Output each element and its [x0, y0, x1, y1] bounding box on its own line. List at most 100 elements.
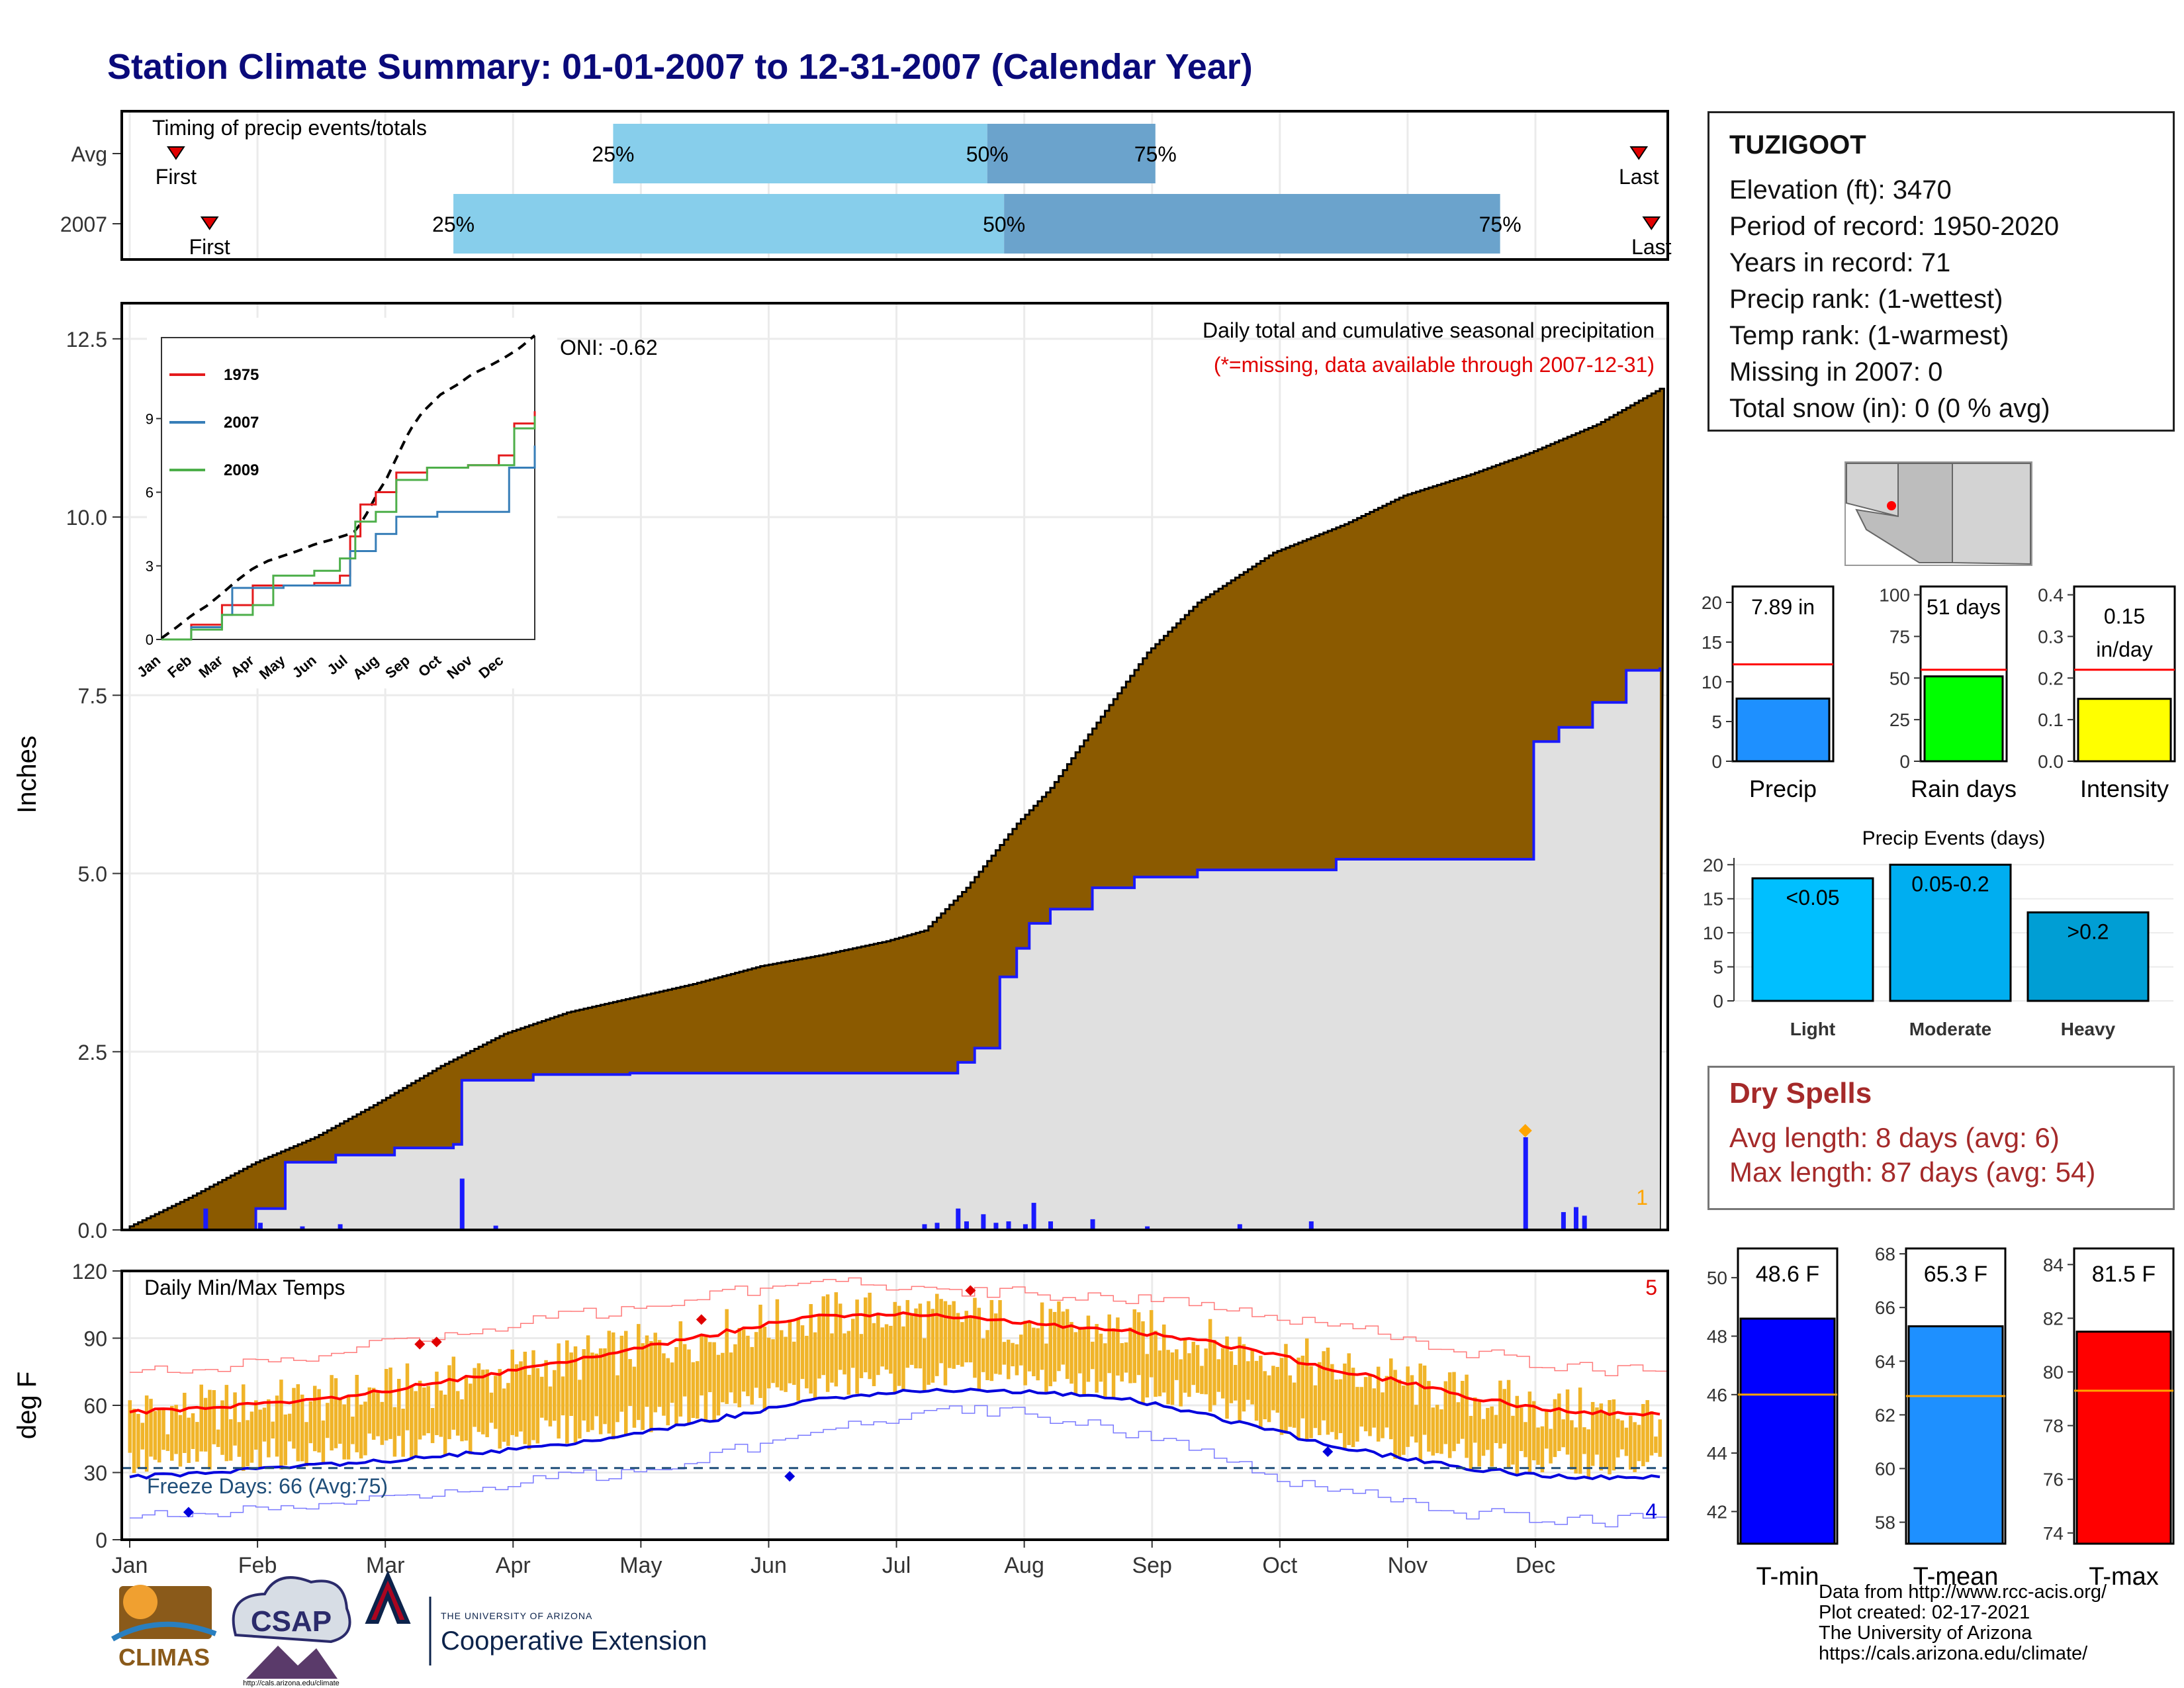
daily-temp-bar	[418, 1380, 422, 1440]
bar-value-label: 0.15	[2104, 604, 2145, 628]
summary-bar	[2075, 1331, 2172, 1545]
daily-temp-bar	[846, 1331, 851, 1395]
y-tick-label: 10.0	[66, 506, 107, 530]
bar-title: T-max	[2089, 1563, 2159, 1591]
daily-temp-bar	[296, 1384, 300, 1462]
daily-temp-bar	[737, 1328, 741, 1407]
daily-temp-bar	[964, 1311, 968, 1363]
y-tick-label: 0.1	[2038, 710, 2064, 730]
y-tick-label: 82	[2043, 1308, 2064, 1329]
daily-temp-bar	[1490, 1406, 1494, 1467]
daily-temp-bar	[1629, 1415, 1633, 1470]
temperature-bar-charts: 42 44 46 48 50 T-min 48.6 F 58 60 62 64 66 68 T-mean 6…	[1707, 1244, 2175, 1591]
quartile-bar-lower	[613, 124, 987, 183]
daily-precip-bar	[493, 1225, 498, 1230]
daily-temp-bar	[968, 1317, 973, 1363]
quartile-label: 25%	[432, 212, 475, 236]
daily-temp-bar	[716, 1354, 721, 1416]
daily-temp-bar	[304, 1422, 308, 1467]
bar-title: Intensity	[2080, 775, 2169, 802]
daily-temp-bar	[649, 1340, 653, 1432]
y-tick-label: 62	[1875, 1405, 1895, 1425]
daily-temp-bar	[1393, 1370, 1397, 1459]
daily-temp-bar	[922, 1338, 927, 1391]
y-tick-label: 10	[1703, 923, 1723, 943]
daily-temp-bar	[371, 1387, 376, 1440]
quartile-label: 75%	[1134, 142, 1177, 166]
daily-temp-bar	[796, 1319, 800, 1401]
daily-temp-bar	[754, 1332, 758, 1388]
y-tick-label: 0	[95, 1528, 107, 1552]
daily-temp-bar	[447, 1365, 451, 1440]
daily-temp-bar	[367, 1387, 372, 1434]
x-tick-label: Nov	[1388, 1553, 1428, 1578]
high-count: 5	[1645, 1276, 1657, 1299]
quartile-label: 50%	[983, 212, 1025, 236]
daily-temp-bar	[1637, 1425, 1641, 1462]
daily-temp-bar	[388, 1367, 392, 1439]
inset-y-tick: 3	[146, 558, 154, 575]
y-tick-label: 66	[1875, 1297, 1895, 1318]
daily-temp-bar	[1158, 1350, 1162, 1397]
daily-temp-bar	[287, 1413, 292, 1442]
bar-value-label: in/day	[2096, 637, 2152, 661]
daily-temp-bar	[1292, 1382, 1297, 1428]
daily-temp-bar	[825, 1294, 830, 1392]
daily-temp-bar	[1615, 1419, 1620, 1458]
x-tick-label: Jan	[112, 1553, 148, 1578]
daily-temp-bar	[637, 1324, 641, 1421]
daily-temp-bar	[279, 1380, 283, 1470]
csap-mountain-icon	[246, 1646, 338, 1679]
daily-temp-bar	[1431, 1407, 1435, 1456]
avg-temp-line	[129, 1311, 1661, 1417]
bar-title: Precip	[1749, 775, 1817, 802]
daily-precip-bar	[1023, 1224, 1028, 1230]
daily-temp-bar	[1381, 1392, 1385, 1438]
y-tick-label: 15	[1702, 632, 1722, 653]
daily-temp-bar	[246, 1420, 250, 1467]
y-tick-label: 120	[72, 1260, 107, 1284]
daily-temp-bar	[359, 1404, 363, 1459]
daily-temp-bar	[380, 1401, 385, 1445]
footer-line: Data from http://www.rcc-acis.org/	[1819, 1581, 2107, 1603]
daily-temp-bar	[258, 1409, 262, 1468]
y-axis-label: deg F	[13, 1372, 42, 1439]
daily-temp-bar	[283, 1414, 288, 1466]
daily-temp-bar	[905, 1299, 910, 1368]
x-tick-label: Jun	[751, 1553, 787, 1578]
precip-panel-title: Daily total and cumulative seasonal prec…	[1203, 318, 1655, 342]
daily-temp-bar	[1267, 1375, 1271, 1423]
events-title: Precip Events (days)	[1862, 827, 2046, 849]
daily-temp-bar	[645, 1335, 649, 1407]
daily-temp-bar	[956, 1313, 960, 1365]
timing-label: Timing of precip events/totals	[152, 116, 427, 140]
daily-precip-bar	[203, 1208, 208, 1230]
daily-temp-bar	[821, 1296, 826, 1376]
daily-temp-bar	[1385, 1376, 1389, 1428]
daily-temp-bar	[1565, 1389, 1570, 1455]
daily-temp-bar	[1318, 1362, 1322, 1435]
daily-temp-bar	[695, 1361, 700, 1419]
daily-temp-bar	[1494, 1415, 1498, 1444]
x-tick-label: Jul	[882, 1553, 911, 1578]
daily-temp-bar	[901, 1326, 905, 1391]
daily-temp-bar	[619, 1335, 624, 1412]
daily-temp-bar	[830, 1333, 834, 1383]
daily-temp-bar	[1103, 1343, 1107, 1398]
inset-year-line	[161, 416, 536, 641]
climas-wave-icon	[111, 1621, 217, 1642]
daily-temp-bar	[868, 1292, 872, 1380]
daily-temp-bar	[1343, 1363, 1347, 1450]
daily-temp-bar	[1338, 1379, 1343, 1433]
daily-temp-bar	[1111, 1328, 1116, 1399]
daily-temp-bar	[535, 1368, 540, 1444]
daily-temp-bar	[1456, 1402, 1461, 1444]
daily-temp-bar	[607, 1331, 612, 1434]
daily-temp-bar	[195, 1422, 199, 1462]
legend-entry: 1975	[224, 366, 259, 384]
daily-temp-bar	[1586, 1429, 1591, 1479]
daily-temp-bar	[834, 1292, 839, 1387]
daily-temp-bar	[1162, 1324, 1166, 1393]
daily-temp-bar	[553, 1370, 557, 1421]
daily-temp-bar	[725, 1309, 729, 1404]
